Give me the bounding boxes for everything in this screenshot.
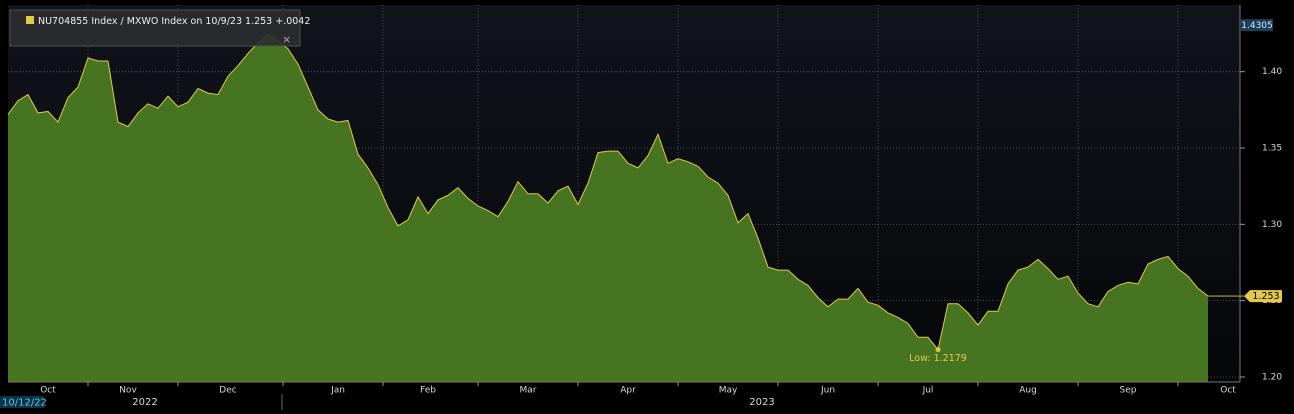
area-fill [8,35,1208,382]
x-tick-label: Mar [520,386,537,396]
last-value-label: 1.253 [1252,291,1279,302]
axis-max-label: 1.4305 [1241,21,1273,31]
year-label: 2022 [132,397,157,408]
x-tick-label: Jun [820,386,835,396]
x-tick-label: Apr [620,386,636,396]
x-tick-label: Feb [420,386,436,396]
x-tick-label: Oct [40,386,56,396]
year-label: 2023 [749,397,774,408]
x-tick-label: Aug [1019,386,1037,396]
legend-text: NU704855 Index / MXWO Index on 10/9/23 1… [38,16,310,27]
y-tick-label: 1.20 [1262,372,1282,382]
area-line [7,34,1209,351]
x-tick-label: Sep [1120,386,1137,396]
y-tick-label: 1.35 [1262,144,1282,154]
x-tick-label: Jan [330,386,345,396]
legend-box [9,9,301,47]
data-layer: Low: 1.2179 [7,34,1209,382]
axis-layer: 1.201.251.301.351.40OctNovDecJanFebMarAp… [40,19,1282,396]
low-label: Low: 1.2179 [909,353,967,364]
legend-series-name: NU704855 Index / MXWO Index [38,16,188,27]
legend-close[interactable]: × [282,33,291,46]
low-marker [935,347,941,353]
y-tick-label: 1.30 [1262,220,1282,230]
y-tick-label: 1.40 [1262,67,1282,77]
last-value-tag [1244,290,1282,303]
x-tick-label: Jul [922,386,934,396]
x-tick-label: Nov [119,386,137,396]
x-tick-label: Dec [219,386,236,396]
start-date-box [0,396,44,408]
legend-swatch [26,16,34,24]
axis-max-box [1241,19,1273,32]
x-tick-label: Oct [1220,386,1236,396]
legend-detail: on 10/9/23 1.253 +.0042 [191,16,311,27]
x-tick-label: May [719,386,738,396]
start-date: 10/12/22 [2,398,47,409]
